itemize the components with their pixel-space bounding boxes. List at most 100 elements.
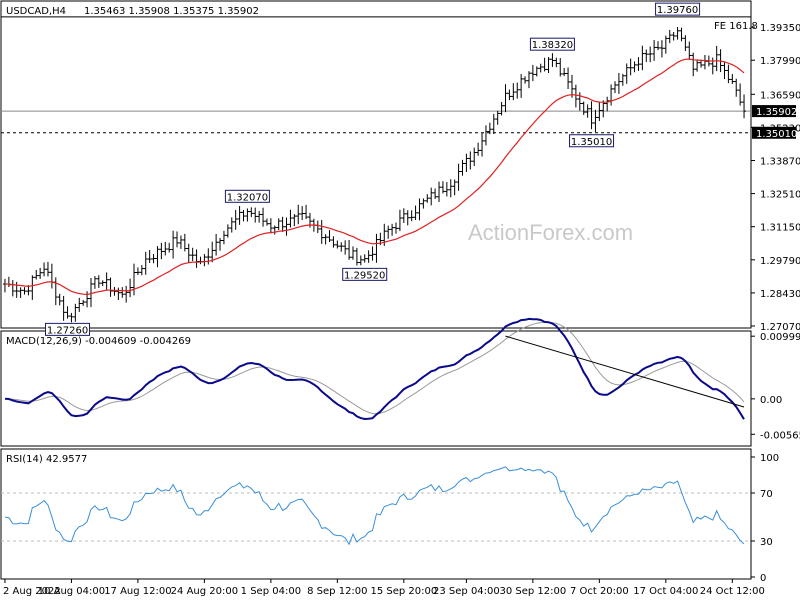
price-bar [218,237,223,251]
price-bar [726,64,731,84]
price-bar [100,280,105,287]
price-tick-label: 1.39350 [760,23,800,34]
rsi-tick-label: 30 [760,537,773,548]
price-bar [405,210,410,226]
price-bar [143,251,148,275]
price-bar [18,287,23,298]
price-bar [335,240,340,249]
price-annotation: 1.27260 [45,322,91,336]
price-tick-label: 1.29790 [760,256,800,267]
price-bar [65,306,70,319]
price-bar [421,198,426,209]
price-bar [550,53,555,67]
price-bar [464,153,469,173]
price-bar [566,67,571,90]
price-bar [92,276,97,289]
price-bar [667,29,672,44]
price-bar [495,110,500,125]
support-price-tag: 1.35010 [752,126,797,140]
price-bar [401,208,406,224]
price-bar [499,102,504,116]
price-bar [167,242,172,253]
price-bar [206,248,211,265]
rsi-line [4,466,745,546]
price-bar [483,125,488,146]
annotation-label: 1.39760 [657,5,698,16]
price-bar [644,49,649,63]
price-axis-tick: 1.29790 [751,256,800,267]
price-bar [354,247,359,266]
price-bar [515,82,520,99]
time-axis-tick: 15 Sep 20:00 [370,579,437,597]
price-bar [632,61,637,73]
time-tick-label: 30 Sep 12:00 [500,586,567,597]
price-bar [38,267,43,279]
price-bar [347,240,352,260]
price-bar [538,63,543,73]
price-bar [386,225,391,239]
price-bar [77,297,82,312]
time-tick-label: 17 Aug 12:00 [104,586,171,597]
time-tick-label: 24 Aug 20:00 [171,586,238,597]
time-tick-label: 8 Sep 12:00 [307,586,367,597]
price-bar [210,241,215,263]
moving-average-line [4,58,745,296]
price-bar [147,249,152,264]
price-bar [261,207,266,227]
macd-axis-tick: 0.009991 [751,332,800,343]
price-bar [272,225,277,235]
price-bar [288,209,293,228]
price-bar [546,57,551,74]
annotation-label: 1.29520 [344,270,385,281]
price-bar [10,280,15,297]
macd-panel-frame [0,330,752,447]
price-bar [214,233,219,256]
price-tag-label: 1.35010 [756,129,797,140]
price-bar [675,27,680,40]
price-bar [558,58,563,77]
price-annotation: 1.35010 [569,134,615,148]
price-tick-label: 1.28430 [760,289,800,300]
price-bar [171,230,176,259]
price-bar [480,133,485,157]
price-bar [300,206,305,221]
price-annotation: 1.29520 [342,267,388,281]
annotation-label: 1.27260 [47,325,88,336]
price-bar [339,242,344,252]
price-bar [323,234,328,245]
price-bar [221,230,226,245]
macd-tick-label: 0.00 [760,395,782,406]
time-tick-label: 24 Oct 12:00 [700,586,765,597]
price-bar [229,217,234,233]
price-bar [636,57,641,71]
current-price-tag: 1.35902 [752,105,797,118]
price-bar [34,269,39,280]
price-bar [6,276,11,288]
price-bar [569,74,574,98]
price-bar [425,194,430,203]
price-bar [581,101,586,115]
price-bar [88,277,93,308]
price-bar [691,52,696,77]
price-bar [198,256,203,265]
price-bar [491,113,496,134]
price-bar [81,299,86,306]
price-bar [49,263,54,289]
price-bar [276,218,281,231]
time-axis-tick: 23 Sep 04:00 [433,579,500,597]
price-tick-label: 1.36590 [760,90,800,101]
price-bar [710,57,715,75]
price-bar [139,265,144,276]
price-bar [362,254,367,263]
price-bar [605,96,610,112]
price-bar [237,205,242,225]
price-bar [409,210,414,222]
watermark: ActionForex.com [468,220,633,245]
price-bar [264,218,269,226]
price-bar [280,216,285,232]
price-bar [155,246,160,268]
price-bar [175,231,180,248]
price-bar [319,220,324,244]
price-bar [366,250,371,263]
